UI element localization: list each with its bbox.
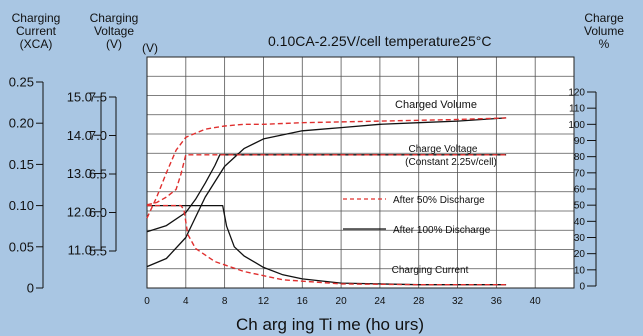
y-axis-volume: 0 10 20 30 40 50 60 70 80 90 100 110 120 ChargeVolume… bbox=[568, 11, 624, 293]
y-tick-label: 6.5 bbox=[89, 167, 107, 182]
grid bbox=[146, 56, 575, 289]
y-axis-title-voltage_battery: Charging bbox=[90, 11, 139, 25]
y-axis-title-volume: % bbox=[599, 37, 610, 51]
x-tick-label: 24 bbox=[374, 296, 386, 307]
annotation-charging-current: Charging Current bbox=[392, 265, 469, 276]
y-tick-label: 7.5 bbox=[89, 90, 107, 105]
y-tick-label: 10 bbox=[574, 265, 586, 276]
series-line-1 bbox=[146, 117, 507, 219]
x-tick-label: 12 bbox=[258, 296, 270, 307]
y-axis-title-voltage_battery: (V) bbox=[106, 37, 122, 51]
series-line-2 bbox=[146, 154, 507, 233]
x-tick-label: 20 bbox=[336, 296, 348, 307]
y-axis-voltage_cell: 5.5 6.0 6.5 7.0 7.5 (V) bbox=[89, 41, 158, 259]
y-axis-title-voltage_cell: (V) bbox=[142, 41, 158, 55]
axes: 0 4 8 12 16 20 24 28 32 36 40 0 0.05 0.10 0.15 0.20 0.25… bbox=[9, 11, 625, 307]
x-tick-label: 28 bbox=[413, 296, 425, 307]
y-tick-label: 0 bbox=[27, 281, 34, 296]
legend-label-solid: After 100% Discharge bbox=[393, 225, 491, 236]
y-tick-label: 110 bbox=[569, 104, 585, 115]
plot-frame bbox=[146, 56, 575, 289]
legend: After 50% Discharge After 100% Discharge bbox=[343, 195, 491, 236]
y-axis-title-current: Current bbox=[16, 24, 57, 38]
y-tick-label: 15.0 bbox=[67, 90, 92, 105]
y-tick-label: 90 bbox=[574, 136, 586, 147]
series-line-4 bbox=[147, 204, 507, 286]
y-axis-title-current: Charging bbox=[12, 11, 61, 25]
y-tick-label: 0.20 bbox=[9, 116, 34, 131]
y-tick-label: 20 bbox=[574, 249, 586, 260]
series-line-5 bbox=[147, 204, 507, 286]
x-tick-label: 16 bbox=[297, 296, 309, 307]
x-axis-title: Ch arg ing Ti me (ho urs) bbox=[236, 315, 424, 334]
y-tick-label: 0.25 bbox=[9, 75, 34, 90]
y-tick-label: 0.05 bbox=[9, 239, 34, 254]
y-tick-label: 12.0 bbox=[67, 204, 92, 219]
x-tick-label: 8 bbox=[222, 296, 228, 307]
annotation-charged-volume: Charged Volume bbox=[395, 99, 477, 111]
y-tick-label: 70 bbox=[574, 168, 586, 179]
series-line-3 bbox=[146, 154, 507, 206]
x-tick-label: 36 bbox=[491, 296, 503, 307]
y-tick-label: 0 bbox=[579, 282, 585, 293]
annotation-constant-voltage: (Constant 2.25v/cell) bbox=[405, 157, 497, 168]
y-tick-label: 30 bbox=[574, 233, 586, 244]
y-axis-title-voltage_battery: Voltage bbox=[94, 24, 134, 38]
series-lines bbox=[146, 117, 507, 286]
chart-title: 0.10CA-2.25V/cell temperature25°C bbox=[268, 33, 492, 49]
y-tick-label: 5.5 bbox=[89, 244, 107, 259]
y-tick-label: 40 bbox=[574, 217, 586, 228]
y-tick-label: 13.0 bbox=[67, 166, 92, 181]
y-axis-title-volume: Volume bbox=[584, 24, 624, 38]
y-axis-title-current: (XCA) bbox=[20, 37, 53, 51]
y-tick-label: 6.0 bbox=[89, 205, 107, 220]
y-tick-label: 100 bbox=[568, 120, 585, 131]
x-tick-label: 0 bbox=[144, 296, 150, 307]
y-tick-label: 0.15 bbox=[9, 157, 34, 172]
y-tick-label: 14.0 bbox=[67, 128, 92, 143]
y-axis-current: 0 0.05 0.10 0.15 0.20 0.25 ChargingCurrent(XCA… bbox=[9, 11, 61, 296]
y-axis-title-volume: Charge bbox=[584, 11, 624, 25]
x-tick-label: 40 bbox=[530, 296, 542, 307]
annotation-charge-voltage: Charge Voltage bbox=[409, 144, 478, 155]
y-tick-label: 7.0 bbox=[89, 128, 107, 143]
y-tick-label: 60 bbox=[574, 185, 586, 196]
y-tick-label: 11.0 bbox=[68, 243, 92, 258]
y-tick-label: 80 bbox=[574, 152, 586, 163]
y-tick-label: 0.10 bbox=[9, 198, 34, 213]
y-tick-label: 50 bbox=[574, 201, 586, 212]
x-tick-label: 32 bbox=[452, 296, 464, 307]
series-line-0 bbox=[146, 117, 507, 268]
x-tick-label: 4 bbox=[183, 296, 189, 307]
y-tick-label: 120 bbox=[568, 88, 585, 99]
legend-label-dashed: After 50% Discharge bbox=[393, 195, 485, 206]
